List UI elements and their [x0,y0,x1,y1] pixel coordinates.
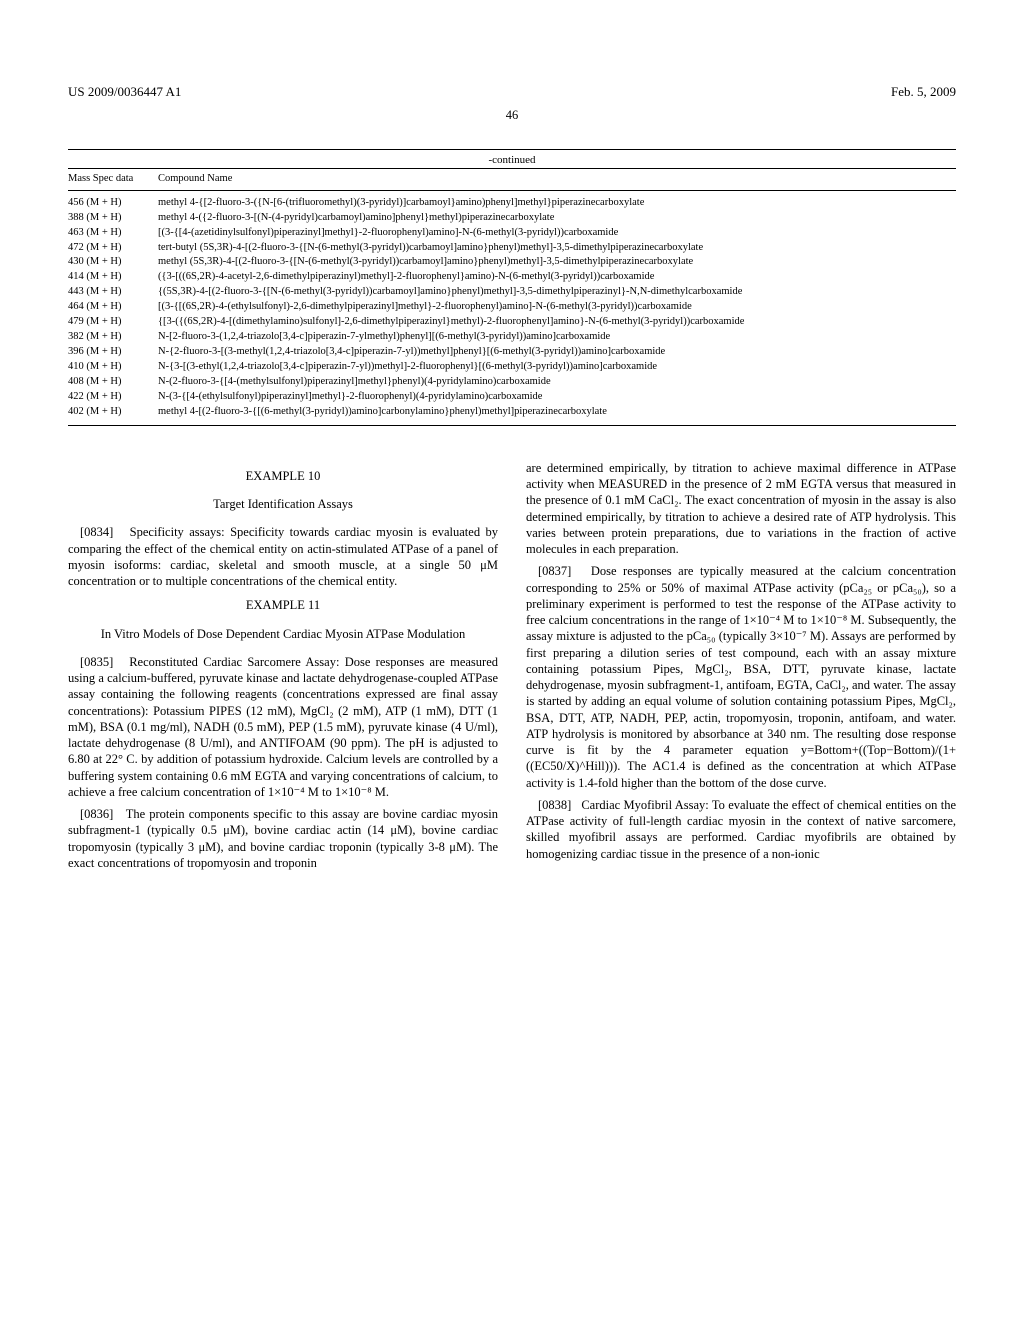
example-11-subtitle: In Vitro Models of Dose Dependent Cardia… [68,626,498,642]
mass-cell: 479 (M + H) [68,315,158,330]
mass-cell: 382 (M + H) [68,330,158,345]
name-cell: N-(2-fluoro-3-{[4-(methylsulfonyl)pipera… [158,375,956,390]
para-num: [0834] [80,525,113,539]
mass-cell: 456 (M + H) [68,190,158,210]
mass-cell: 396 (M + H) [68,345,158,360]
example-10-title: EXAMPLE 10 [68,468,498,484]
example-10-subtitle: Target Identification Assays [68,496,498,512]
table-row: 456 (M + H)methyl 4-{[2-fluoro-3-({N-[6-… [68,190,956,210]
para-num: [0835] [80,655,113,669]
text-columns: EXAMPLE 10 Target Identification Assays … [68,460,956,877]
name-cell: methyl 4-[(2-fluoro-3-{[(6-methyl(3-pyri… [158,405,956,425]
table-row: 464 (M + H)[(3-{[(6S,2R)-4-(ethylsulfony… [68,300,956,315]
para-0835: [0835] Reconstituted Cardiac Sarcomere A… [68,654,498,800]
mass-cell: 410 (M + H) [68,360,158,375]
mass-cell: 422 (M + H) [68,390,158,405]
col-header-name: Compound Name [158,169,956,190]
name-cell: [(3-{[(6S,2R)-4-(ethylsulfonyl)-2,6-dime… [158,300,956,315]
para-0837: [0837] Dose responses are typically meas… [526,563,956,791]
para-num: [0838] [538,798,571,812]
para-text: Specificity assays: Specificity towards … [68,525,498,588]
para-text: Reconstituted Cardiac Sarcomere Assay: D… [68,655,498,799]
mass-cell: 464 (M + H) [68,300,158,315]
para-num: [0837] [538,564,571,578]
table-row: 396 (M + H)N-{2-fluoro-3-[(3-methyl(1,2,… [68,345,956,360]
name-cell: N-[2-fluoro-3-(1,2,4-triazolo[3,4-c]pipe… [158,330,956,345]
mass-cell: 472 (M + H) [68,240,158,255]
table-row: 463 (M + H)[(3-{[4-(azetidinylsulfonyl)p… [68,225,956,240]
example-11-title: EXAMPLE 11 [68,597,498,613]
doc-number: US 2009/0036447 A1 [68,84,181,100]
para-text: Cardiac Myofibril Assay: To evaluate the… [526,798,956,861]
mass-cell: 388 (M + H) [68,210,158,225]
mass-cell: 408 (M + H) [68,375,158,390]
table-row: 382 (M + H)N-[2-fluoro-3-(1,2,4-triazolo… [68,330,956,345]
para-text: The protein components specific to this … [68,807,498,870]
compound-table-wrap: -continued Mass Spec data Compound Name … [68,149,956,426]
mass-cell: 463 (M + H) [68,225,158,240]
name-cell: N-{2-fluoro-3-[(3-methyl(1,2,4-triazolo[… [158,345,956,360]
table-row: 414 (M + H)({3-[((6S,2R)-4-acetyl-2,6-di… [68,270,956,285]
name-cell: {(5S,3R)-4-[(2-fluoro-3-{[N-(6-methyl(3-… [158,285,956,300]
page-header: US 2009/0036447 A1 Feb. 5, 2009 [68,84,956,100]
para-text: Dose responses are typically measured at… [526,564,956,789]
para-0836-cont: are determined empirically, by titration… [526,460,956,558]
para-0838: [0838] Cardiac Myofibril Assay: To evalu… [526,797,956,862]
name-cell: ({3-[((6S,2R)-4-acetyl-2,6-dimethylpiper… [158,270,956,285]
col-header-mass: Mass Spec data [68,169,158,190]
table-row: 443 (M + H){(5S,3R)-4-[(2-fluoro-3-{[N-(… [68,285,956,300]
name-cell: N-{3-[(3-ethyl(1,2,4-triazolo[3,4-c]pipe… [158,360,956,375]
page-number: 46 [68,108,956,123]
table-row: 402 (M + H)methyl 4-[(2-fluoro-3-{[(6-me… [68,405,956,425]
mass-cell: 414 (M + H) [68,270,158,285]
compound-table: Mass Spec data Compound Name 456 (M + H)… [68,169,956,425]
para-0836: [0836] The protein components specific t… [68,806,498,871]
table-row: 388 (M + H)methyl 4-({2-fluoro-3-[(N-(4-… [68,210,956,225]
doc-date: Feb. 5, 2009 [891,84,956,100]
table-row: 408 (M + H)N-(2-fluoro-3-{[4-(methylsulf… [68,375,956,390]
table-row: 430 (M + H)methyl (5S,3R)-4-[(2-fluoro-3… [68,255,956,270]
table-row: 410 (M + H)N-{3-[(3-ethyl(1,2,4-triazolo… [68,360,956,375]
para-0834: [0834] Specificity assays: Specificity t… [68,524,498,589]
name-cell: methyl 4-({2-fluoro-3-[(N-(4-pyridyl)car… [158,210,956,225]
para-num: [0836] [80,807,113,821]
table-row: 422 (M + H)N-(3-{[4-(ethylsulfonyl)piper… [68,390,956,405]
name-cell: tert-butyl (5S,3R)-4-[(2-fluoro-3-{[N-(6… [158,240,956,255]
table-continued-label: -continued [68,154,956,166]
mass-cell: 430 (M + H) [68,255,158,270]
name-cell: methyl 4-{[2-fluoro-3-({N-[6-(trifluorom… [158,190,956,210]
mass-cell: 402 (M + H) [68,405,158,425]
table-row: 472 (M + H)tert-butyl (5S,3R)-4-[(2-fluo… [68,240,956,255]
name-cell: N-(3-{[4-(ethylsulfonyl)piperazinyl]meth… [158,390,956,405]
name-cell: {[3-({(6S,2R)-4-[(dimethylamino)sulfonyl… [158,315,956,330]
name-cell: methyl (5S,3R)-4-[(2-fluoro-3-{[N-(6-met… [158,255,956,270]
page-container: US 2009/0036447 A1 Feb. 5, 2009 46 -cont… [0,0,1024,917]
name-cell: [(3-{[4-(azetidinylsulfonyl)piperazinyl]… [158,225,956,240]
mass-cell: 443 (M + H) [68,285,158,300]
right-column: are determined empirically, by titration… [526,460,956,877]
table-row: 479 (M + H){[3-({(6S,2R)-4-[(dimethylami… [68,315,956,330]
left-column: EXAMPLE 10 Target Identification Assays … [68,460,498,877]
